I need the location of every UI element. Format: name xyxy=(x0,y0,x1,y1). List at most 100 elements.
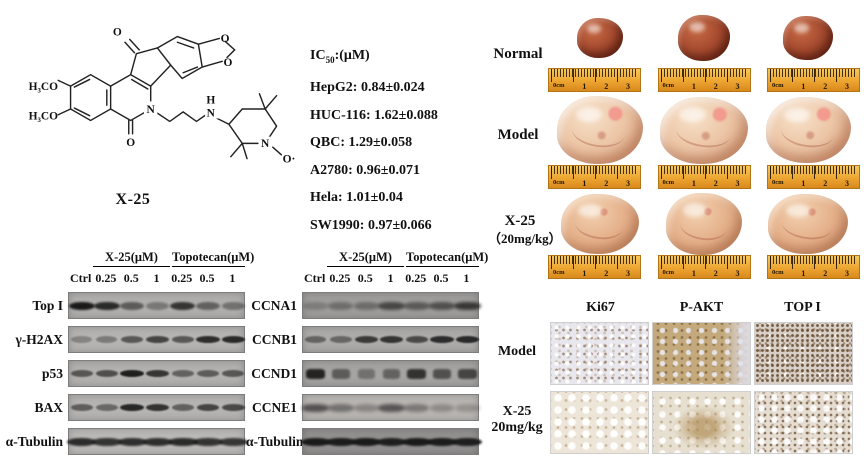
organ-crease xyxy=(573,208,626,243)
ruler-mark: 2 xyxy=(604,269,609,278)
protein-band xyxy=(96,404,118,411)
lane-label-row: Ctrl 0.25 0.5 1 0.25 0.5 1 xyxy=(68,271,245,287)
tumor-row-label-normal: Normal xyxy=(493,46,543,62)
nitrogen-label: N xyxy=(207,108,216,120)
ruler-photo: 0cm 1 2 3 xyxy=(657,255,751,279)
blot-strip xyxy=(68,292,245,319)
compound-name: X-25 xyxy=(115,191,151,208)
tumor-photo-panel: Normal Model X-25 （20mg/kg） 0cm 1 2 3 0cm 1 2 3… xyxy=(488,4,862,292)
blot-row-label: γ-H2AX xyxy=(15,331,63,347)
ruler-mark: 1 xyxy=(801,82,806,91)
protein-band xyxy=(305,368,326,379)
blot-row: CCND1 xyxy=(246,360,480,387)
ruler-mark: 3 xyxy=(845,269,849,278)
blot-strip xyxy=(302,292,481,319)
oxygen-label: O xyxy=(224,57,233,69)
blot-row-label: α-Tubulin xyxy=(246,433,304,449)
ihc-col-header-ki67: Ki67 xyxy=(586,300,615,315)
protein-band xyxy=(404,403,430,412)
lane-label: 0.5 xyxy=(199,271,215,285)
protein-band xyxy=(300,437,331,446)
ihc-image-ki67-model xyxy=(550,322,649,385)
blot-row: α-Tubulin xyxy=(246,428,483,455)
blot-row-label: CCNE1 xyxy=(251,399,297,415)
ihc-image-pakt-model xyxy=(652,322,751,385)
protein-band xyxy=(171,370,194,377)
protein-band xyxy=(66,437,97,446)
blot-row: CCNB1 xyxy=(246,326,480,353)
ihc-image-topi-x25 xyxy=(754,391,853,454)
blot-strip xyxy=(302,326,480,353)
ruler-mark: 0cm xyxy=(662,82,675,89)
ruler-mark: 3 xyxy=(626,179,630,188)
protein-band xyxy=(117,437,147,446)
ruler-mark: 3 xyxy=(845,179,849,188)
lane-label: Ctrl xyxy=(303,271,326,285)
lane-label-row: Ctrl 0.25 0.5 1 0.25 0.5 1 xyxy=(302,271,479,287)
ic50-title: IC50:(μM) xyxy=(310,48,370,65)
protein-band xyxy=(121,336,144,343)
protein-band xyxy=(171,336,194,343)
organ-photo-normal xyxy=(577,18,623,58)
protein-band xyxy=(429,403,455,412)
lane-label: 0.25 xyxy=(405,271,427,285)
blot-row-label: CCNB1 xyxy=(251,331,297,347)
ic50-line: QBC: 1.29±0.058 xyxy=(310,135,413,151)
lane-label: 1 xyxy=(387,271,394,285)
organ-photo-normal xyxy=(678,15,730,61)
organ-photo-normal xyxy=(783,16,833,60)
ihc-header-row: Ki67 P-AKT TOP I xyxy=(550,300,853,316)
protein-band xyxy=(432,368,452,379)
blot-row-label: CCNA1 xyxy=(251,297,297,313)
organ-row-model xyxy=(548,94,860,166)
ic50-line: Hela: 1.01±0.04 xyxy=(310,190,403,206)
protein-band xyxy=(351,437,382,446)
organ-crease xyxy=(677,208,729,243)
ruler-mark: 2 xyxy=(713,269,718,278)
ruler-mark: 0cm xyxy=(662,179,675,186)
ruler-row: 0cm 1 2 3 0cm 1 2 3 0cm 1 2 3 xyxy=(548,165,860,189)
protein-band xyxy=(401,437,432,446)
compound-structure-drawing: H₃CO H₃CO O O O O N H N N O· xyxy=(29,27,296,166)
organ-row-normal xyxy=(548,12,860,64)
western-blot-panel-apoptosis: X-25(μM) Topotecan(μM) Ctrl 0.25 0.5 1 0.25 0.5… xyxy=(2,250,254,466)
ihc-row-label-model: Model xyxy=(497,344,537,359)
organ-photo-x25 xyxy=(561,194,639,254)
ic50-line: HepG2: 0.84±0.024 xyxy=(310,80,425,96)
protein-band xyxy=(325,437,356,446)
ruler-mark: 2 xyxy=(713,82,718,91)
ruler-mark: 1 xyxy=(691,179,696,188)
ic50-line: SW1990: 0.97±0.066 xyxy=(310,217,432,233)
protein-band xyxy=(378,301,405,310)
ruler-marks: 0cm 1 2 3 xyxy=(553,179,630,188)
protein-band xyxy=(193,437,223,446)
blot-strip xyxy=(66,428,248,455)
ruler-mark: 2 xyxy=(604,82,609,91)
protein-band xyxy=(403,301,430,310)
protein-band xyxy=(170,301,196,310)
blot-strip xyxy=(68,326,246,353)
protein-band xyxy=(96,336,118,343)
ruler-mark: 0cm xyxy=(772,179,784,186)
blot-row: Top I xyxy=(2,292,246,319)
ruler-marks: 0cm 1 2 3 xyxy=(772,82,849,91)
ruler-mark: 0cm xyxy=(772,269,784,276)
lane-label: 0.5 xyxy=(433,271,449,285)
protein-band xyxy=(353,403,379,412)
protein-band xyxy=(353,301,379,310)
ihc-col-header-topi: TOP I xyxy=(784,300,821,315)
treatment-group-header: X-25(μM) xyxy=(93,250,170,267)
blot-row-label: p53 xyxy=(41,365,63,381)
protein-band xyxy=(407,368,427,379)
ruler-mark: 0cm xyxy=(662,269,675,276)
blot-row: CCNE1 xyxy=(246,394,480,421)
lane-label: 1 xyxy=(229,271,236,285)
ihc-col-header-pakt: P-AKT xyxy=(679,300,724,315)
protein-band xyxy=(428,301,456,310)
ruler-marks: 0cm 1 2 3 xyxy=(772,179,849,188)
ruler-mark: 2 xyxy=(713,179,718,188)
protein-band xyxy=(146,336,169,343)
protein-band xyxy=(332,368,350,379)
ruler-mark: 2 xyxy=(823,269,828,278)
protein-band xyxy=(145,404,170,411)
